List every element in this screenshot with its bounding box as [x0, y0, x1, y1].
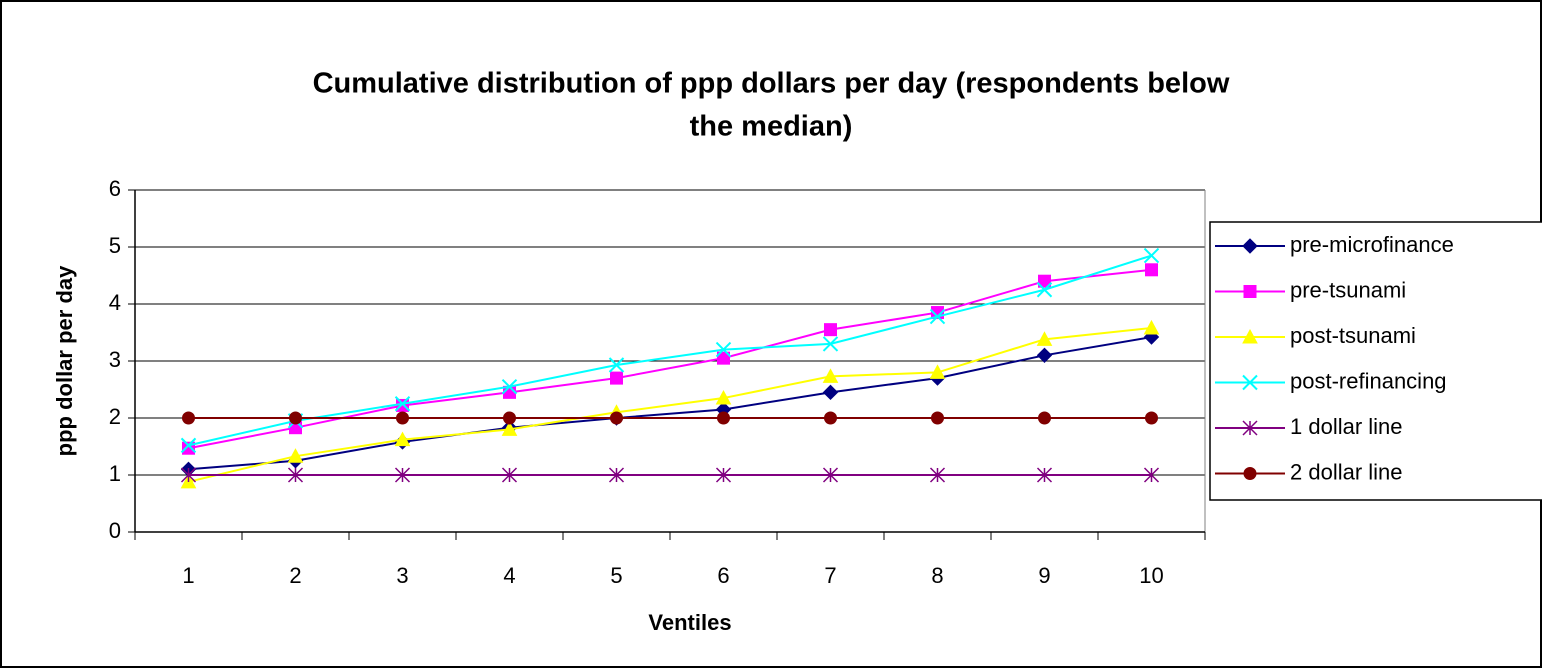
legend-label: pre-tsunami: [1290, 277, 1406, 302]
legend-marker: [1243, 467, 1257, 480]
data-point: [1145, 411, 1158, 425]
data-point: [180, 467, 197, 483]
x-tick-label: 4: [503, 563, 515, 588]
series-line: [188, 326, 1152, 483]
x-tick-label: 6: [717, 563, 729, 588]
legend-box: [1209, 221, 1542, 501]
x-tick-label: 2: [289, 563, 301, 588]
data-point: [608, 357, 625, 373]
y-tick-label: 5: [109, 233, 121, 258]
data-point: [717, 351, 730, 365]
x-tick-label: 9: [1038, 563, 1050, 588]
data-point: [501, 467, 518, 483]
data-point: [182, 411, 195, 425]
data-point: [394, 431, 411, 447]
data-point: [715, 467, 732, 483]
data-point: [822, 467, 839, 483]
data-point: [394, 396, 411, 412]
data-point: [822, 384, 839, 401]
x-axis-label: Ventiles: [648, 610, 731, 635]
legend-label: 2 dollar line: [1290, 459, 1403, 484]
data-point: [929, 308, 946, 325]
legend-label: 1 dollar line: [1290, 414, 1403, 439]
x-tick-label: 10: [1139, 563, 1163, 588]
data-point: [1145, 263, 1158, 277]
series-line: [188, 268, 1152, 450]
data-point: [1036, 282, 1053, 298]
data-point: [1038, 411, 1051, 425]
y-tick-label: 2: [109, 404, 121, 429]
data-point: [717, 411, 730, 425]
legend-marker: [1242, 374, 1258, 391]
data-point: [1143, 247, 1160, 264]
data-point: [610, 411, 623, 425]
data-point: [289, 411, 302, 425]
x-tick-label: 7: [824, 563, 836, 588]
data-point: [1143, 467, 1160, 483]
data-point: [931, 411, 944, 425]
data-point: [1036, 331, 1053, 346]
x-tick-label: 8: [931, 563, 943, 588]
data-point: [1038, 274, 1051, 288]
data-point: [1143, 319, 1160, 335]
y-tick-label: 1: [109, 461, 121, 486]
series-line: [188, 336, 1152, 471]
x-tick-label: 3: [396, 563, 408, 588]
data-point: [824, 411, 837, 425]
y-tick-label: 4: [109, 290, 121, 315]
data-point: [287, 448, 304, 463]
data-point: [610, 371, 623, 385]
data-point: [608, 467, 625, 483]
legend-label: post-tsunami: [1290, 323, 1416, 348]
chart-title: the median): [690, 111, 853, 143]
data-point: [822, 336, 839, 352]
data-point: [501, 421, 518, 436]
legend-marker: [1243, 285, 1257, 298]
data-point: [396, 398, 409, 412]
data-point: [180, 437, 197, 454]
data-point: [503, 411, 516, 425]
series-line: [188, 254, 1152, 447]
data-point: [501, 378, 518, 395]
y-tick-label: 0: [109, 518, 121, 543]
data-point: [394, 467, 411, 483]
y-axis-label: ppp dollar per day: [52, 265, 77, 456]
data-point: [287, 467, 304, 483]
legend-label: pre-microfinance: [1290, 232, 1454, 257]
data-point: [929, 467, 946, 483]
data-point: [1036, 467, 1053, 483]
data-point: [715, 389, 732, 405]
x-tick-label: 5: [610, 563, 622, 588]
legend-label: post-refinancing: [1290, 368, 1447, 393]
legend-marker: [1242, 420, 1258, 436]
legend-marker: [1242, 328, 1258, 344]
chart-title: Cumulative distribution of ppp dollars p…: [313, 68, 1230, 100]
legend-marker: [1242, 238, 1258, 254]
data-point: [929, 364, 946, 379]
data-point: [822, 368, 839, 383]
x-tick-label: 1: [182, 563, 194, 588]
data-point: [396, 411, 409, 425]
data-point: [1036, 347, 1053, 364]
data-point: [824, 323, 837, 337]
y-tick-label: 6: [109, 176, 121, 201]
data-point: [715, 341, 732, 358]
y-tick-label: 3: [109, 347, 121, 372]
